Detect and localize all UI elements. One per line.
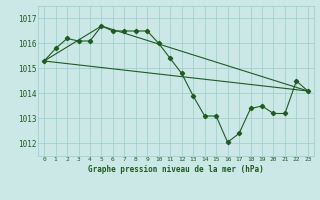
- X-axis label: Graphe pression niveau de la mer (hPa): Graphe pression niveau de la mer (hPa): [88, 165, 264, 174]
